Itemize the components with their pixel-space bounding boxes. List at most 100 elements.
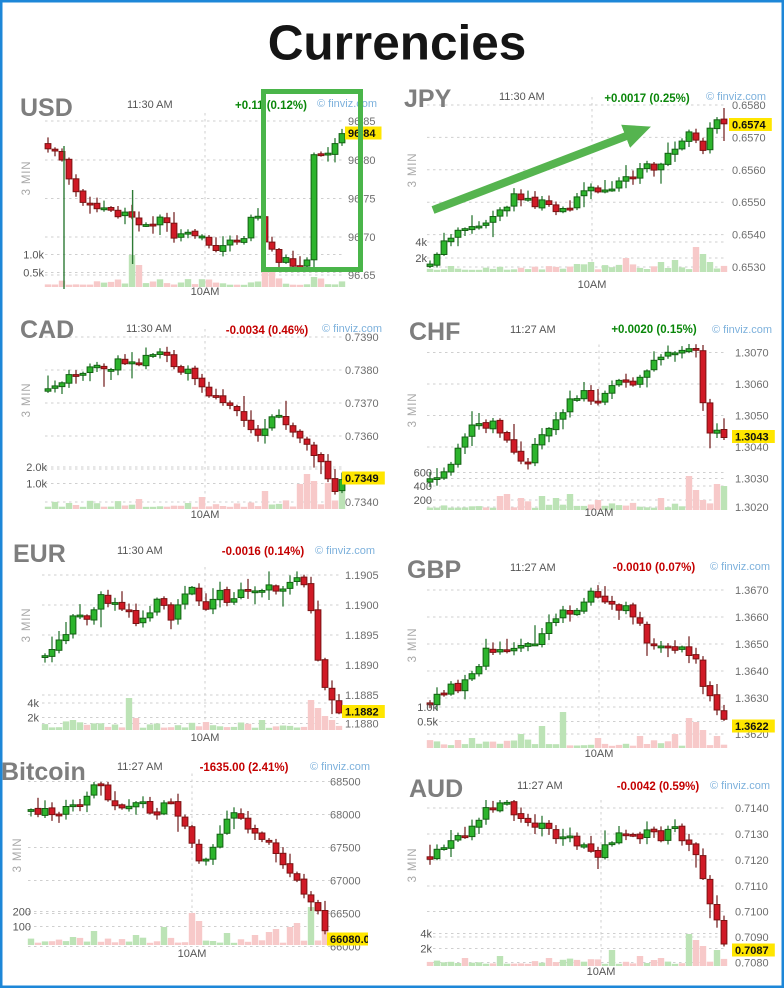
svg-text:-0.0010 (0.07%): -0.0010 (0.07%): [613, 562, 696, 574]
svg-text:100: 100: [13, 922, 31, 934]
svg-text:2k: 2k: [415, 253, 427, 265]
svg-text:1.3650: 1.3650: [735, 639, 769, 651]
svg-text:© finviz.com: © finviz.com: [317, 98, 377, 110]
svg-text:11:27 AM: 11:27 AM: [517, 780, 563, 792]
svg-text:1.3060: 1.3060: [735, 379, 769, 391]
svg-text:0.7080: 0.7080: [735, 958, 769, 970]
svg-text:1.3622: 1.3622: [735, 721, 769, 733]
svg-text:67000: 67000: [330, 876, 361, 888]
svg-text:0.7130: 0.7130: [735, 829, 769, 841]
svg-text:10AM: 10AM: [578, 279, 607, 291]
svg-text:67500: 67500: [330, 843, 361, 855]
svg-text:11:30 AM: 11:30 AM: [126, 323, 172, 335]
svg-text:USD: USD: [20, 94, 73, 122]
svg-text:2k: 2k: [27, 713, 39, 725]
svg-text:1.1885: 1.1885: [345, 690, 379, 702]
svg-text:0.5k: 0.5k: [23, 268, 44, 280]
svg-text:400: 400: [414, 481, 432, 493]
svg-text:© finviz.com: © finviz.com: [315, 545, 375, 557]
svg-text:3 MIN: 3 MIN: [21, 608, 33, 643]
svg-text:0.5k: 0.5k: [417, 717, 438, 729]
svg-text:-0.0016 (0.14%): -0.0016 (0.14%): [222, 546, 305, 558]
svg-text:0.7380: 0.7380: [345, 365, 379, 377]
svg-text:1.3020: 1.3020: [735, 502, 769, 514]
svg-text:1.1895: 1.1895: [345, 630, 379, 642]
svg-text:EUR: EUR: [13, 540, 66, 568]
svg-text:4k: 4k: [415, 237, 427, 249]
svg-text:11:27 AM: 11:27 AM: [117, 761, 163, 773]
svg-text:0.7120: 0.7120: [735, 855, 769, 867]
svg-text:4k: 4k: [420, 929, 432, 941]
svg-text:10AM: 10AM: [191, 286, 220, 298]
svg-text:0.7349: 0.7349: [345, 473, 379, 485]
svg-text:11:30 AM: 11:30 AM: [499, 91, 545, 103]
svg-text:68000: 68000: [330, 810, 361, 822]
svg-text:600: 600: [414, 468, 432, 480]
svg-text:3 MIN: 3 MIN: [21, 383, 33, 418]
svg-text:0.7370: 0.7370: [345, 398, 379, 410]
svg-text:0.7360: 0.7360: [345, 431, 379, 443]
svg-text:10AM: 10AM: [191, 732, 220, 744]
svg-text:3 MIN: 3 MIN: [407, 628, 419, 663]
svg-text:1.3640: 1.3640: [735, 666, 769, 678]
svg-text:200: 200: [13, 907, 31, 919]
svg-text:1.1882: 1.1882: [345, 707, 379, 719]
svg-text:0.7340: 0.7340: [345, 497, 379, 509]
svg-text:1.0k: 1.0k: [23, 250, 44, 262]
svg-text:1.3030: 1.3030: [735, 474, 769, 486]
svg-text:3 MIN: 3 MIN: [407, 393, 419, 428]
svg-text:10AM: 10AM: [178, 948, 207, 960]
svg-text:Bitcoin: Bitcoin: [1, 758, 86, 786]
svg-text:200: 200: [414, 495, 432, 507]
svg-text:1.3630: 1.3630: [735, 693, 769, 705]
svg-text:1.0k: 1.0k: [26, 479, 47, 491]
svg-text:© finviz.com: © finviz.com: [710, 561, 770, 573]
svg-text:AUD: AUD: [409, 775, 463, 803]
svg-text:0.6570: 0.6570: [732, 132, 766, 144]
svg-text:-0.0034 (0.46%): -0.0034 (0.46%): [226, 325, 309, 337]
svg-text:-0.0042 (0.59%): -0.0042 (0.59%): [617, 781, 700, 793]
svg-text:1.3660: 1.3660: [735, 612, 769, 624]
svg-text:11:27 AM: 11:27 AM: [510, 562, 556, 574]
svg-text:66500: 66500: [330, 909, 361, 921]
svg-text:3 MIN: 3 MIN: [407, 848, 419, 883]
svg-text:1.1880: 1.1880: [345, 719, 379, 731]
svg-text:3 MIN: 3 MIN: [407, 153, 419, 188]
svg-text:0.6580: 0.6580: [732, 100, 766, 112]
svg-text:© finviz.com: © finviz.com: [712, 324, 772, 336]
svg-text:11:30 AM: 11:30 AM: [117, 545, 163, 557]
svg-text:11:27 AM: 11:27 AM: [510, 324, 556, 336]
svg-text:CAD: CAD: [20, 316, 74, 344]
svg-text:3 MIN: 3 MIN: [12, 838, 24, 873]
svg-text:0.6560: 0.6560: [732, 165, 766, 177]
svg-text:96.65: 96.65: [348, 270, 376, 282]
svg-text:11:30 AM: 11:30 AM: [127, 99, 173, 111]
svg-text:3 MIN: 3 MIN: [21, 161, 33, 196]
svg-text:0.6540: 0.6540: [732, 230, 766, 242]
svg-text:0.7390: 0.7390: [345, 332, 379, 344]
svg-text:JPY: JPY: [404, 85, 452, 113]
svg-text:2.0k: 2.0k: [26, 462, 47, 474]
svg-text:1.1900: 1.1900: [345, 600, 379, 612]
svg-text:4k: 4k: [27, 698, 39, 710]
svg-text:0.6550: 0.6550: [732, 197, 766, 209]
svg-text:CHF: CHF: [409, 318, 460, 346]
svg-text:68500: 68500: [330, 777, 361, 789]
svg-text:GBP: GBP: [407, 556, 461, 584]
svg-text:+0.0017 (0.25%): +0.0017 (0.25%): [604, 93, 690, 105]
svg-text:0.7100: 0.7100: [735, 907, 769, 919]
svg-text:10AM: 10AM: [191, 509, 220, 521]
svg-text:0.6574: 0.6574: [732, 120, 767, 132]
svg-text:10AM: 10AM: [585, 748, 614, 760]
svg-text:0.6530: 0.6530: [732, 262, 766, 274]
svg-text:© finviz.com: © finviz.com: [706, 91, 766, 103]
svg-text:1.3043: 1.3043: [735, 432, 769, 444]
svg-text:10AM: 10AM: [585, 507, 614, 519]
svg-text:© finviz.com: © finviz.com: [322, 323, 382, 335]
svg-text:0.7087: 0.7087: [735, 945, 769, 957]
svg-text:Currencies: Currencies: [268, 16, 527, 71]
svg-text:66080.0: 66080.0: [330, 934, 370, 946]
svg-text:1.3070: 1.3070: [735, 348, 769, 360]
svg-text:1.3050: 1.3050: [735, 411, 769, 423]
svg-text:0.7140: 0.7140: [735, 803, 769, 815]
